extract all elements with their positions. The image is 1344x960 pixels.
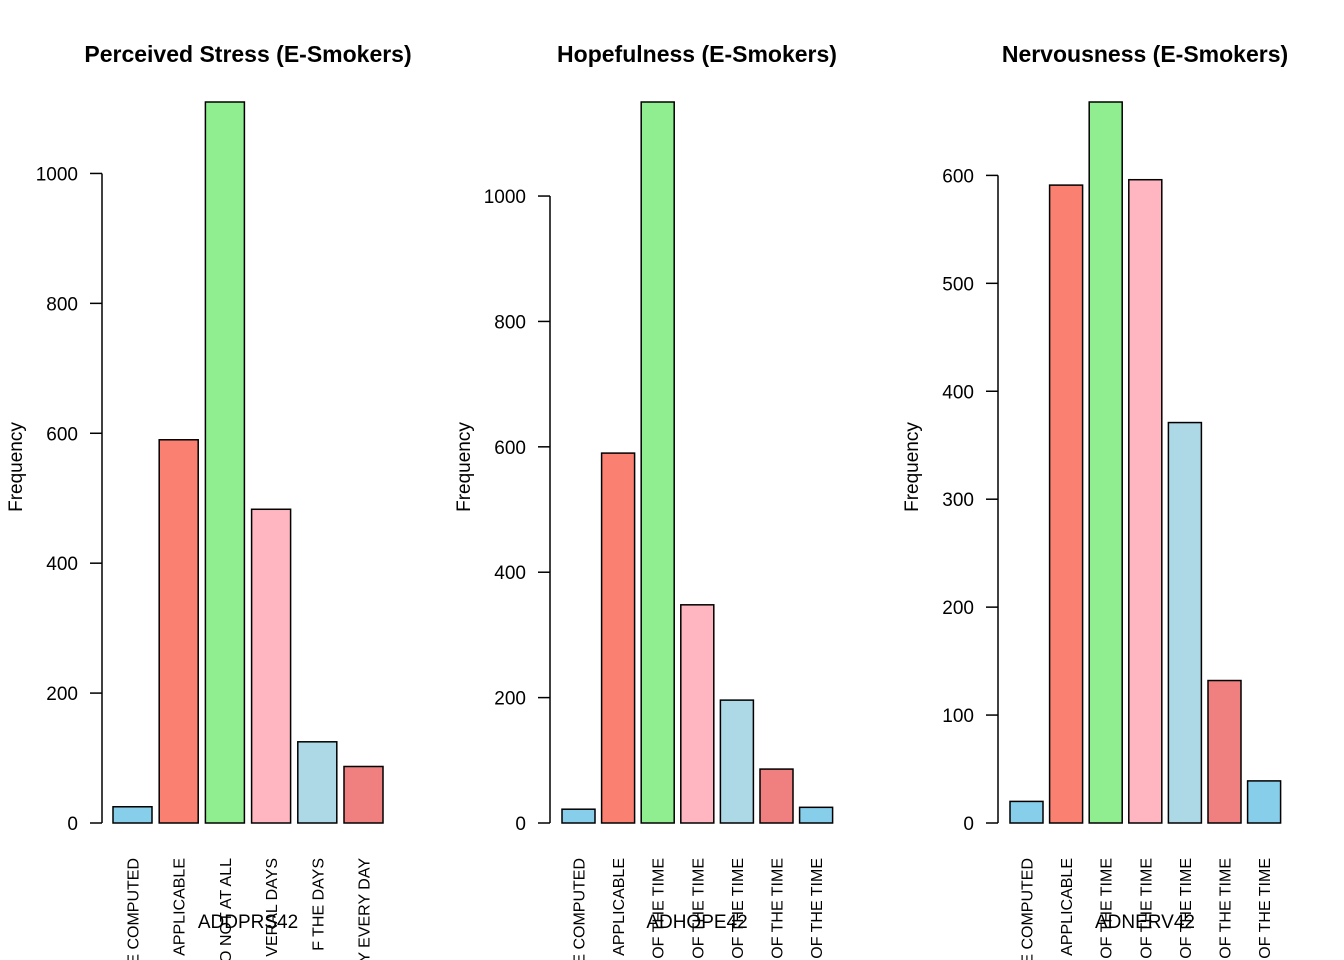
y-tick-label: 0 — [515, 814, 526, 835]
y-tick-label: 200 — [46, 684, 78, 705]
y-tick-label: 0 — [67, 814, 78, 835]
bar — [1246, 780, 1282, 824]
y-tick-label: 400 — [46, 554, 78, 575]
y-tick-label: 400 — [494, 563, 526, 584]
category-label: OF THE TIME — [730, 858, 747, 959]
y-tick-label: 600 — [942, 166, 974, 187]
bar — [297, 741, 338, 824]
category-label: OF THE TIME — [809, 858, 826, 959]
chart-panel-2: Hopefulness (E-Smokers) 0 200 400 600 800 1000… — [454, 41, 837, 960]
y-tick-label: 1000 — [484, 187, 526, 208]
y-tick-label: 100 — [942, 706, 974, 727]
chart-title: Nervousness (E-Smokers) — [1002, 41, 1288, 67]
chart-title: Hopefulness (E-Smokers) — [557, 41, 837, 67]
y-tick-label: 400 — [942, 382, 974, 403]
category-label: OF THE TIME — [651, 858, 668, 959]
bar — [1009, 800, 1044, 824]
bar — [798, 806, 834, 824]
category-label: OF THE TIME — [1257, 858, 1274, 959]
bar — [640, 101, 675, 824]
category-label: OF THE TIME — [1138, 858, 1155, 959]
category-label: F THE DAYS — [310, 858, 327, 951]
y-tick-label: 0 — [963, 814, 974, 835]
y-tick-label: 200 — [942, 598, 974, 619]
bar — [1207, 679, 1242, 824]
y-axis-label: Frequency — [454, 422, 475, 512]
bar — [112, 806, 153, 824]
y-axis-label: Frequency — [902, 422, 923, 512]
category-label: O NOT AT ALL — [218, 858, 235, 960]
category-label: E COMPUTED — [572, 858, 589, 960]
chart-title: Perceived Stress (E-Smokers) — [84, 41, 411, 67]
category-label: OF THE TIME — [770, 858, 787, 959]
chart-panel-1: Perceived Stress (E-Smokers) 0 200 400 600 80… — [6, 41, 412, 960]
bar — [204, 101, 246, 824]
chart-panel-3: Nervousness (E-Smokers) 0 100 200 300 400 500 6… — [902, 41, 1288, 960]
x-axis-label: ADHOPE42 — [646, 912, 747, 933]
y-tick-label: 600 — [494, 438, 526, 459]
bar — [158, 439, 199, 824]
category-label: OF THE TIME — [690, 858, 707, 959]
bar — [561, 808, 596, 824]
bar — [1088, 101, 1123, 824]
y-axis-label: Frequency — [6, 422, 27, 512]
bar — [1048, 184, 1084, 824]
y-tick-label: 800 — [46, 294, 78, 315]
category-label: OF THE TIME — [1218, 858, 1235, 959]
y-tick-label: 600 — [46, 424, 78, 445]
category-label: VERAL DAYS — [264, 858, 281, 957]
y-tick-label: 800 — [494, 312, 526, 333]
bar — [343, 765, 384, 824]
bar — [719, 699, 755, 824]
category-label: Y EVERY DAY — [357, 858, 374, 960]
x-axis-label: ADNERV42 — [1095, 912, 1195, 933]
y-tick-label: 500 — [942, 274, 974, 295]
category-label: E COMPUTED — [126, 858, 143, 960]
bar — [1128, 178, 1163, 824]
category-label: E COMPUTED — [1020, 858, 1037, 960]
bar — [759, 768, 794, 824]
bar — [250, 508, 292, 824]
x-axis-label: ADDPRS42 — [198, 912, 298, 933]
y-tick-label: 1000 — [36, 164, 78, 185]
category-label: OF THE TIME — [1099, 858, 1116, 959]
category-label: OF THE TIME — [1178, 858, 1195, 959]
y-tick-label: 300 — [942, 490, 974, 511]
category-label: APPLICABLE — [172, 858, 189, 956]
bar — [680, 604, 715, 824]
bar — [600, 452, 636, 824]
y-tick-label: 200 — [494, 689, 526, 710]
category-label: APPLICABLE — [1059, 858, 1076, 956]
bar — [1167, 421, 1203, 824]
category-label: APPLICABLE — [611, 858, 628, 956]
